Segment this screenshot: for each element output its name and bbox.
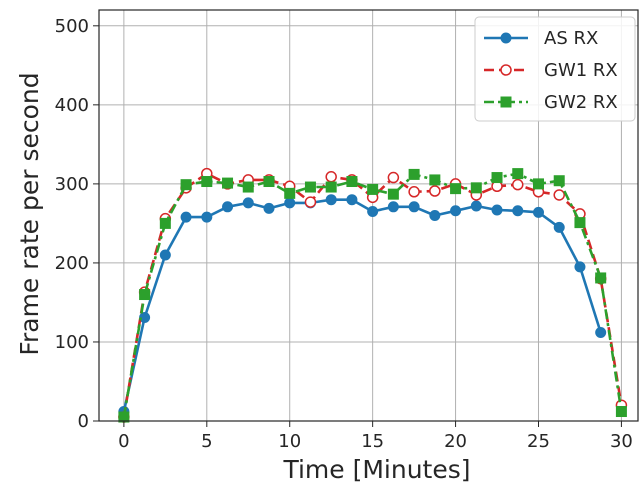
data-point-as-rx <box>491 204 503 216</box>
y-tick-label: 0 <box>78 411 89 432</box>
data-point-gw2-rx <box>367 183 379 195</box>
x-tick-label: 15 <box>361 431 384 452</box>
data-point-gw2-rx <box>222 177 234 189</box>
x-tick-label: 20 <box>444 431 467 452</box>
data-point-gw2-rx <box>284 187 296 199</box>
data-point-as-rx <box>429 210 441 221</box>
data-point-as-rx <box>532 206 544 218</box>
data-point-as-rx <box>470 200 482 212</box>
data-point-as-rx <box>222 201 234 213</box>
series-as-rx <box>118 194 607 418</box>
data-point-as-rx <box>595 326 607 338</box>
data-point-as-rx <box>284 197 296 209</box>
data-point-gw1-rx <box>387 171 400 184</box>
x-tick-label: 5 <box>201 431 212 452</box>
data-point-gw2-rx <box>532 178 544 190</box>
data-point-gw2-rx <box>346 176 358 188</box>
data-point-gw2-rx <box>304 181 316 193</box>
data-point-gw2-rx <box>574 217 586 229</box>
legend-marker-gw2-rx <box>500 96 512 108</box>
data-point-as-rx <box>574 261 586 273</box>
data-point-gw2-rx <box>512 168 524 180</box>
data-point-as-rx <box>159 249 171 261</box>
data-point-gw2-rx <box>491 172 503 184</box>
y-tick-label: 200 <box>55 253 89 274</box>
data-point-gw2-rx <box>387 188 399 200</box>
x-tick-label: 30 <box>610 431 633 452</box>
legend-entry-gw2-rx: GW2 RX <box>484 92 618 113</box>
data-point-gw2-rx <box>139 289 151 301</box>
data-point-gw2-rx <box>470 182 482 194</box>
data-point-as-rx <box>553 221 565 233</box>
legend-label-gw2-rx: GW2 RX <box>544 92 618 113</box>
data-point-gw2-rx <box>263 176 275 188</box>
data-point-as-rx <box>242 197 254 209</box>
data-point-gw1-rx <box>429 185 441 197</box>
x-tick-label: 0 <box>118 431 129 452</box>
data-point-as-rx <box>325 194 337 206</box>
legend-entry-as-rx: AS RX <box>484 28 598 49</box>
legend-label-as-rx: AS RX <box>544 28 598 49</box>
data-point-gw2-rx <box>325 181 337 193</box>
legend: AS RX GW1 RX GW2 RX <box>474 16 636 122</box>
data-point-gw2-rx <box>615 406 627 418</box>
data-point-gw2-rx <box>159 217 171 229</box>
legend-marker-as-rx <box>500 32 512 44</box>
data-point-as-rx <box>367 206 379 218</box>
data-point-as-rx <box>408 201 420 213</box>
x-tick-label: 10 <box>278 431 301 452</box>
series-gw2-rx <box>118 168 627 423</box>
data-point-as-rx <box>512 205 524 217</box>
data-point-gw1-rx <box>325 171 337 183</box>
data-point-gw2-rx <box>429 174 441 186</box>
x-tick-label: 25 <box>527 431 550 452</box>
legend-marker-gw1-rx <box>500 64 512 76</box>
data-point-as-rx <box>450 205 462 217</box>
data-point-gw2-rx <box>180 179 192 191</box>
y-tick-label: 100 <box>55 332 89 353</box>
legend-entry-gw1-rx: GW1 RX <box>484 60 618 81</box>
axes-border <box>98 9 639 422</box>
data-point-gw1-rx <box>512 178 524 191</box>
data-point-gw2-rx <box>595 272 607 284</box>
data-point-gw2-rx <box>408 168 420 180</box>
y-tick-label: 300 <box>55 174 89 195</box>
data-point-as-rx <box>346 194 358 206</box>
y-tick-label: 400 <box>55 95 89 116</box>
legend-box <box>474 16 636 122</box>
data-point-gw1-rx <box>408 186 420 198</box>
data-point-gw1-rx <box>304 196 317 208</box>
data-point-gw2-rx <box>201 176 213 188</box>
data-point-gw2-rx <box>553 175 565 187</box>
legend-label-gw1-rx: GW1 RX <box>544 60 618 81</box>
data-point-as-rx <box>180 211 192 223</box>
y-tick-label: 500 <box>55 16 89 37</box>
data-point-as-rx <box>387 201 399 213</box>
axes-frame <box>98 9 639 422</box>
data-series <box>118 167 628 423</box>
data-point-gw2-rx <box>450 183 462 195</box>
data-point-gw2-rx <box>242 181 254 193</box>
data-point-as-rx <box>263 202 275 214</box>
x-axis-title: Time [Minutes] <box>282 455 470 484</box>
y-axis-title: Frame rate per second <box>15 72 44 355</box>
data-point-as-rx <box>201 211 213 223</box>
data-point-gw1-rx <box>553 189 565 201</box>
